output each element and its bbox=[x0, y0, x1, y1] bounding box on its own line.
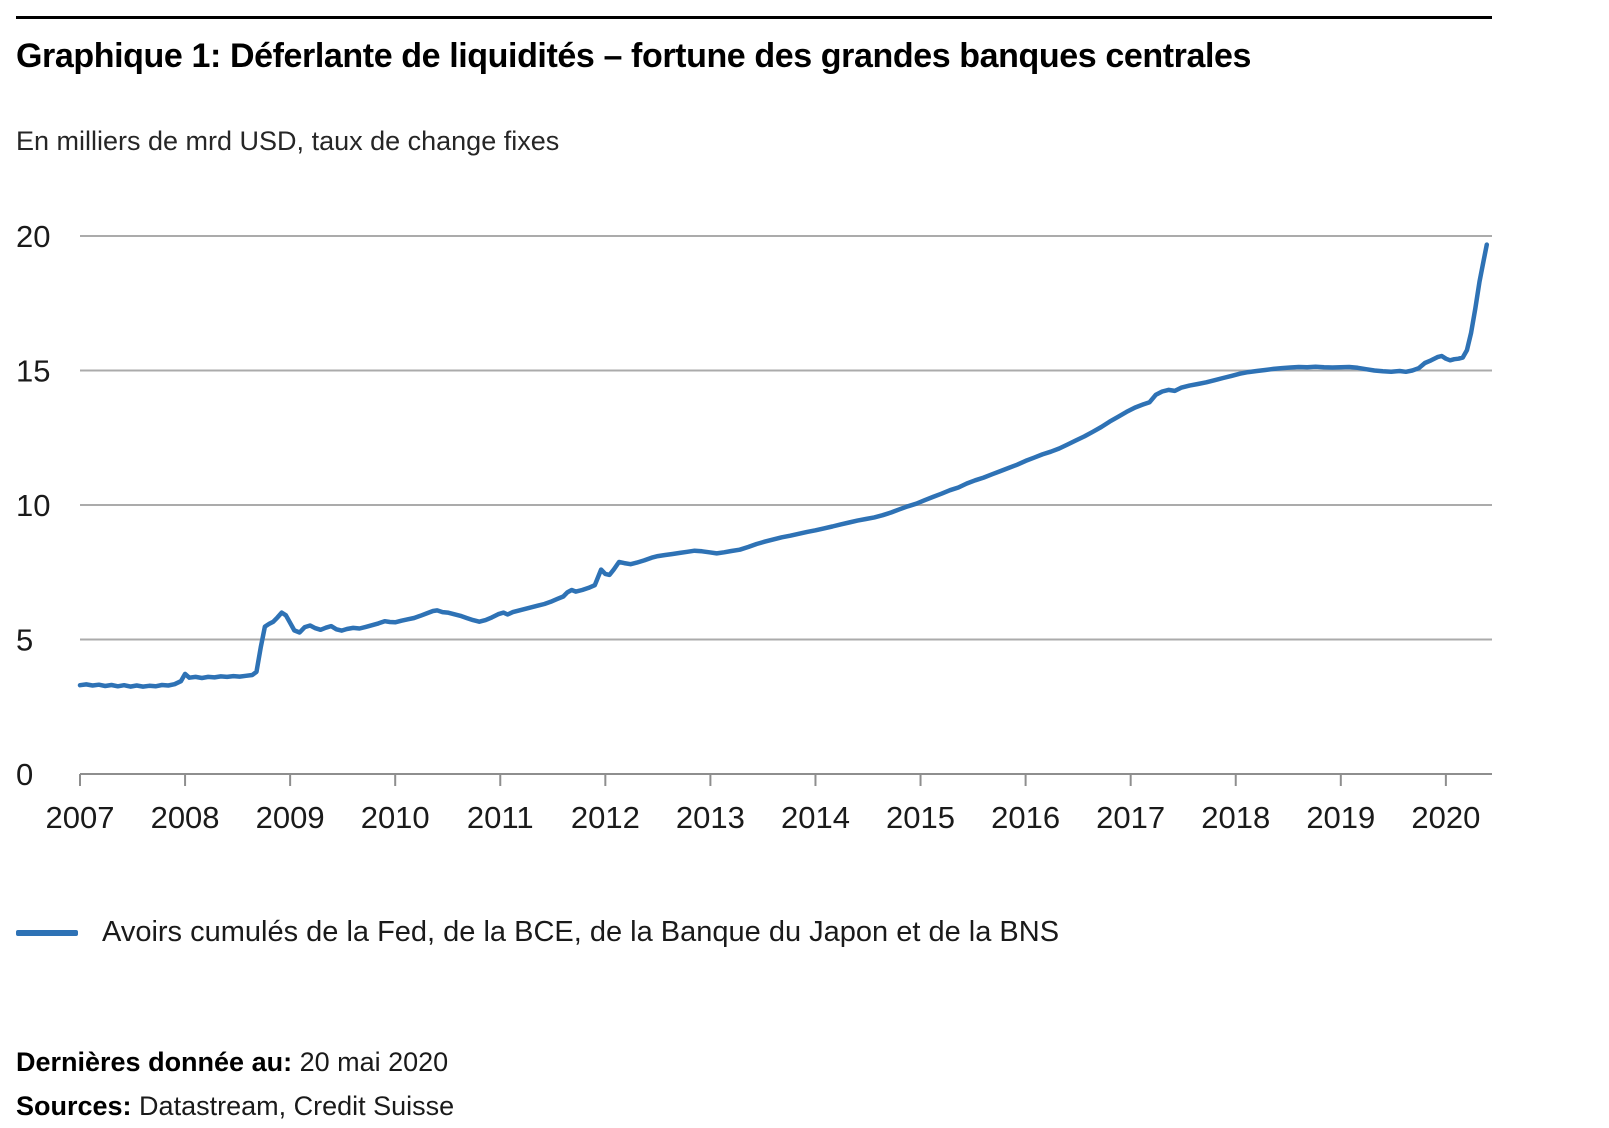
x-tick-label: 2012 bbox=[571, 800, 640, 835]
x-tick-label: 2007 bbox=[46, 800, 115, 835]
x-tick-label: 2019 bbox=[1306, 800, 1375, 835]
data-line bbox=[77, 242, 1490, 689]
y-tick-label: 20 bbox=[16, 219, 50, 254]
x-tick-label: 2014 bbox=[781, 800, 850, 835]
x-tick-label: 2016 bbox=[991, 800, 1060, 835]
x-tick-label: 2020 bbox=[1411, 800, 1480, 835]
last-data-line: Dernières donnée au: 20 mai 2020 bbox=[16, 1040, 454, 1084]
x-tick-label: 2017 bbox=[1096, 800, 1165, 835]
sources-line: Sources: Datastream, Credit Suisse bbox=[16, 1084, 454, 1128]
chart-title: Graphique 1: Déferlante de liquidités – … bbox=[16, 37, 1252, 75]
chart-subtitle: En milliers de mrd USD, taux de change f… bbox=[16, 126, 560, 156]
y-tick-label: 0 bbox=[16, 757, 33, 792]
y-tick-label: 15 bbox=[16, 354, 50, 389]
legend: Avoirs cumulés de la Fed, de la BCE, de … bbox=[16, 916, 1059, 949]
x-tick-label: 2018 bbox=[1201, 800, 1270, 835]
x-tick-label: 2015 bbox=[886, 800, 955, 835]
footer: Dernières donnée au: 20 mai 2020 Sources… bbox=[16, 1040, 454, 1128]
legend-line-swatch bbox=[16, 929, 78, 936]
x-tick-label: 2009 bbox=[256, 800, 325, 835]
legend-label: Avoirs cumulés de la Fed, de la BCE, de … bbox=[102, 916, 1060, 948]
last-data-label: Dernières donnée au: bbox=[16, 1047, 293, 1077]
sources-label: Sources: bbox=[16, 1091, 132, 1121]
chart-plot: 0 5 10 15 20 2007 2008 2009 2010 2011 2012 2013 2014… bbox=[16, 219, 1492, 835]
y-tick-label: 5 bbox=[16, 623, 33, 658]
x-tick-label: 2010 bbox=[361, 800, 430, 835]
top-rule bbox=[16, 16, 1492, 19]
sources-value: Datastream, Credit Suisse bbox=[131, 1091, 455, 1121]
x-tick-label: 2013 bbox=[676, 800, 745, 835]
x-tick-label: 2008 bbox=[151, 800, 220, 835]
y-tick-label: 10 bbox=[16, 488, 50, 523]
last-data-value: 20 mai 2020 bbox=[292, 1047, 449, 1077]
x-tick-label: 2011 bbox=[467, 800, 534, 835]
